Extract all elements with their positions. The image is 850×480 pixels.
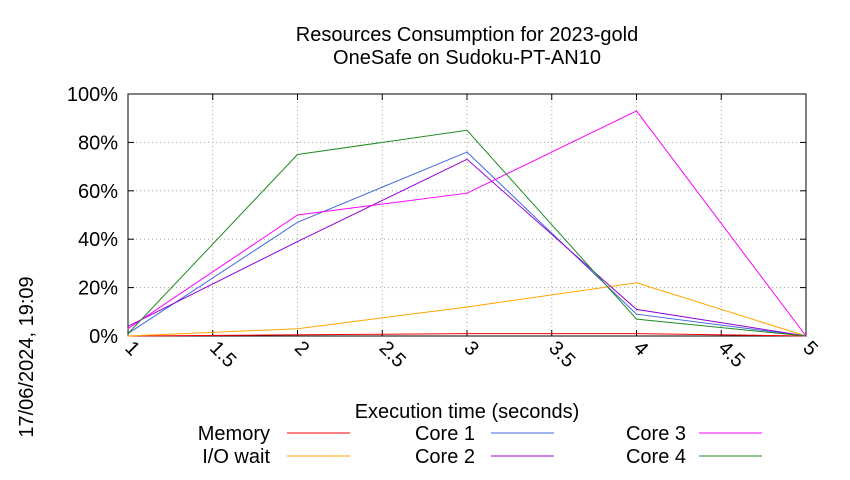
x-tick-label: 3 xyxy=(459,337,482,360)
x-tick-label: 5 xyxy=(798,337,821,360)
legend-label-core-2: Core 2 xyxy=(415,446,475,468)
legend-label-core-1: Core 1 xyxy=(415,423,475,445)
data-point-memory xyxy=(296,334,299,336)
y-tick-label: 80% xyxy=(78,132,118,154)
data-point-core-2 xyxy=(296,241,299,243)
y-tick-label: 0% xyxy=(89,326,118,348)
data-point-core-3 xyxy=(127,328,129,330)
series-line-core-4 xyxy=(127,129,807,337)
series-line-core-2 xyxy=(127,158,807,337)
data-point-core-4 xyxy=(635,318,638,320)
y-tick-label: 40% xyxy=(78,229,118,251)
data-point-core-3 xyxy=(296,214,299,216)
y-tick-label: 20% xyxy=(78,278,118,300)
data-point-core-2 xyxy=(635,308,638,310)
chart-title-line-2: OneSafe on Sudoku-PT-AN10 xyxy=(333,47,601,69)
x-tick-label: 1.5 xyxy=(205,337,240,372)
series-line-core-1 xyxy=(127,151,807,337)
legend-label-core-4: Core 4 xyxy=(626,446,686,468)
data-point-core-3 xyxy=(635,110,638,112)
x-tick-label: 1 xyxy=(120,337,143,360)
series-lines xyxy=(127,110,807,337)
timestamp-label: 17/06/2024, 19:09 xyxy=(16,276,38,437)
y-tick-label: 60% xyxy=(78,181,118,203)
x-tick-label: 4 xyxy=(629,337,652,360)
data-point-core-3 xyxy=(466,192,468,194)
legend-label-core-3: Core 3 xyxy=(626,423,686,445)
data-point-core-4 xyxy=(296,153,299,156)
data-point-memory xyxy=(466,332,468,335)
data-point-memory xyxy=(635,332,638,335)
data-point-core-4 xyxy=(466,129,468,131)
x-axis-label: Execution time (seconds) xyxy=(355,401,580,423)
x-tick-label: 2 xyxy=(290,337,313,360)
data-point-i-o-wait xyxy=(635,282,638,284)
legend-label-i-o-wait: I/O wait xyxy=(202,446,270,468)
data-point-i-o-wait xyxy=(466,306,468,308)
x-tick-label: 3.5 xyxy=(544,337,579,372)
x-tick-label: 2.5 xyxy=(375,337,410,372)
x-tick-label: 4.5 xyxy=(714,337,749,372)
chart-title-line-1: Resources Consumption for 2023-gold xyxy=(296,24,638,46)
y-tick-label: 100% xyxy=(67,84,118,106)
data-point-core-1 xyxy=(635,313,638,315)
data-point-core-2 xyxy=(127,325,129,327)
grid-lines xyxy=(128,94,806,336)
data-point-i-o-wait xyxy=(296,328,299,330)
data-point-core-1 xyxy=(296,221,299,223)
data-point-core-4 xyxy=(127,332,129,335)
legend-label-memory: Memory xyxy=(198,423,270,445)
data-point-core-1 xyxy=(466,151,468,153)
data-point-i-o-wait xyxy=(127,335,129,337)
data-point-core-2 xyxy=(466,158,468,160)
axis-ticks: 0% 20% 40% 60% 80% 100% 1 1.5 2 2.5 3 3.5 4 4.5 5 xyxy=(67,84,822,372)
data-point-core-4 xyxy=(805,335,807,337)
